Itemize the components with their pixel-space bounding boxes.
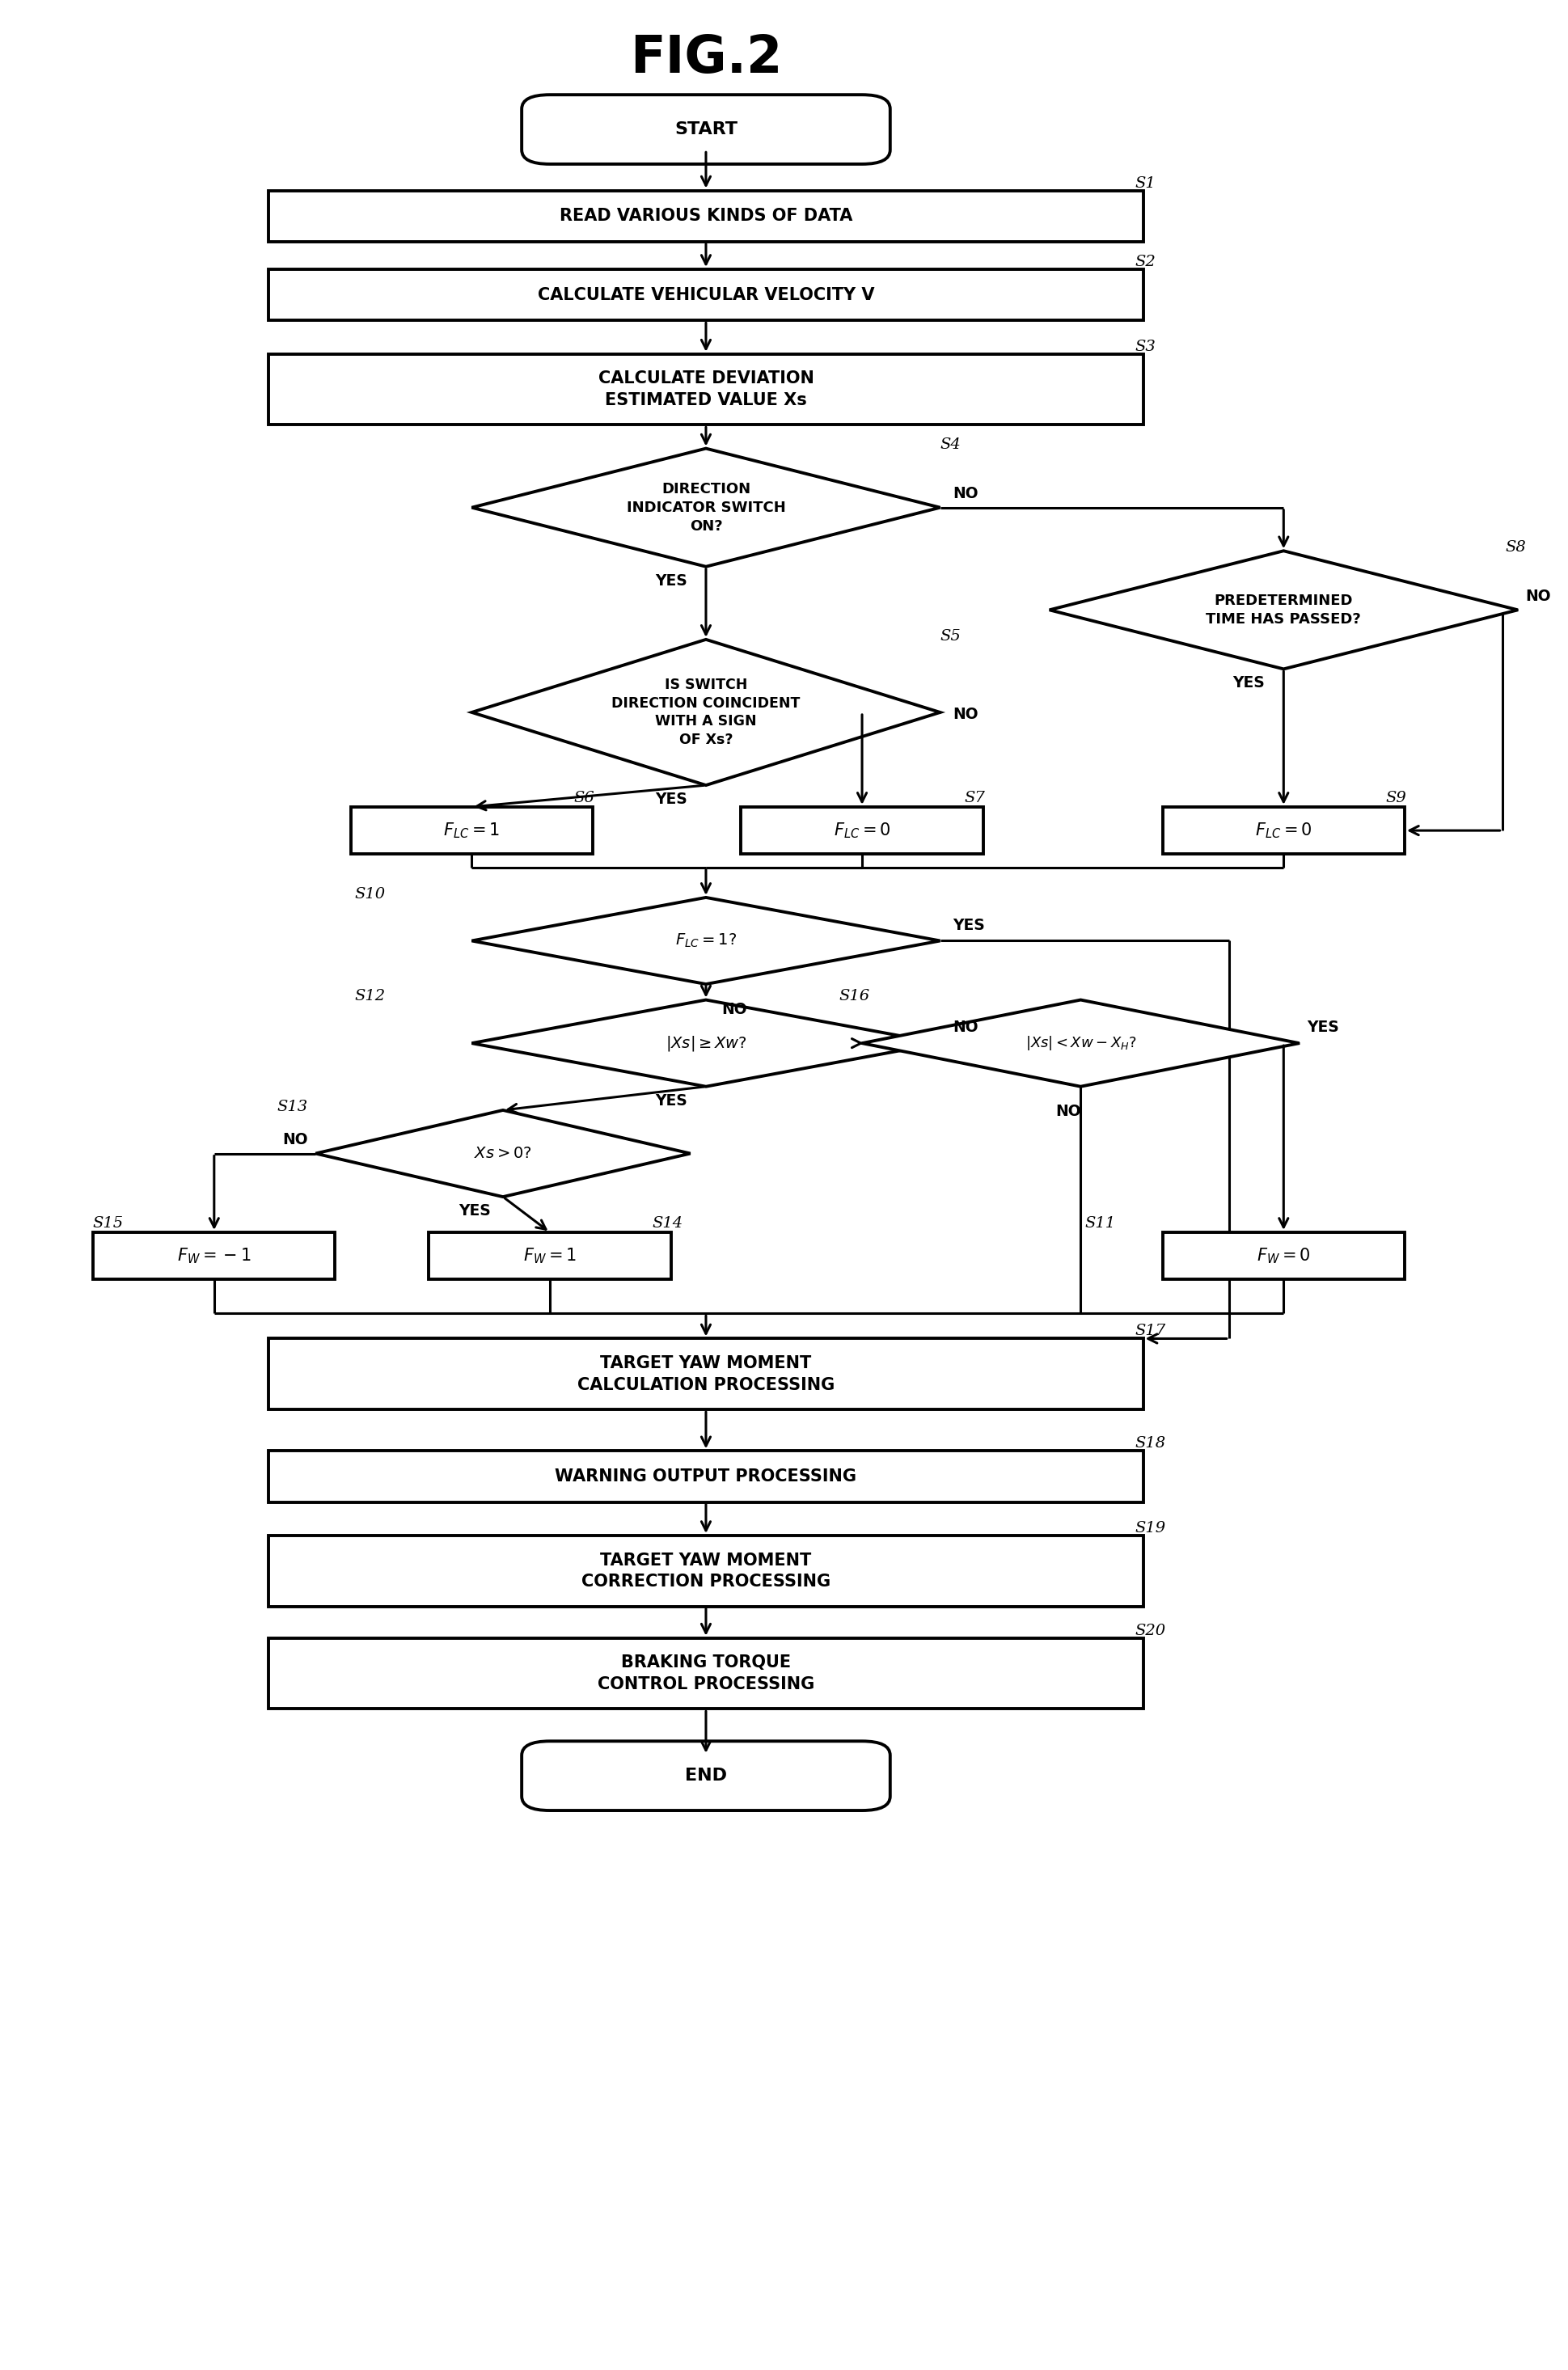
Polygon shape	[1049, 550, 1518, 668]
Text: S8: S8	[1505, 540, 1526, 555]
Text: S3: S3	[1135, 339, 1156, 353]
Bar	[268, 1536, 1143, 1607]
Bar	[268, 1638, 1143, 1709]
Polygon shape	[315, 1109, 690, 1197]
Text: $F_W=-1$: $F_W=-1$	[177, 1247, 251, 1266]
Bar	[268, 353, 1143, 424]
Text: END: END	[685, 1768, 728, 1785]
Text: READ VARIOUS KINDS OF DATA: READ VARIOUS KINDS OF DATA	[560, 209, 853, 225]
Polygon shape	[472, 448, 941, 566]
Text: $F_W=0$: $F_W=0$	[1256, 1247, 1311, 1266]
Text: S4: S4	[941, 438, 961, 453]
Text: IS SWITCH
DIRECTION COINCIDENT
WITH A SIGN
OF Xs?: IS SWITCH DIRECTION COINCIDENT WITH A SI…	[612, 678, 800, 747]
Text: NO: NO	[953, 1019, 978, 1036]
Bar	[268, 1339, 1143, 1410]
Text: S2: S2	[1135, 254, 1156, 270]
Text: $Xs>0?$: $Xs>0?$	[474, 1145, 532, 1161]
Bar	[268, 1450, 1143, 1503]
Text: PREDETERMINED
TIME HAS PASSED?: PREDETERMINED TIME HAS PASSED?	[1206, 592, 1361, 626]
Text: $F_{LC}=0$: $F_{LC}=0$	[1254, 820, 1312, 839]
Text: NO: NO	[282, 1133, 307, 1147]
Text: S17: S17	[1135, 1325, 1167, 1339]
Text: S20: S20	[1135, 1623, 1167, 1638]
Text: $|Xs|\geq Xw?$: $|Xs|\geq Xw?$	[665, 1033, 746, 1052]
Text: WARNING OUTPUT PROCESSING: WARNING OUTPUT PROCESSING	[555, 1469, 856, 1484]
Text: $F_{LC}=1?$: $F_{LC}=1?$	[676, 931, 737, 950]
Bar	[428, 1232, 671, 1280]
Text: YES: YES	[1308, 1019, 1339, 1036]
FancyBboxPatch shape	[522, 1742, 891, 1811]
Bar	[268, 270, 1143, 320]
Text: S12: S12	[354, 988, 386, 1005]
Bar	[1162, 806, 1405, 853]
Text: $F_{LC}=1$: $F_{LC}=1$	[444, 820, 500, 839]
Text: TARGET YAW MOMENT
CORRECTION PROCESSING: TARGET YAW MOMENT CORRECTION PROCESSING	[582, 1552, 831, 1590]
Text: NO: NO	[1526, 588, 1551, 604]
Text: S10: S10	[354, 886, 386, 901]
Bar	[93, 1232, 336, 1280]
Text: S9: S9	[1386, 792, 1406, 806]
Bar	[351, 806, 593, 853]
Text: $F_{LC}=0$: $F_{LC}=0$	[834, 820, 891, 839]
Text: S1: S1	[1135, 175, 1156, 190]
Text: TARGET YAW MOMENT
CALCULATION PROCESSING: TARGET YAW MOMENT CALCULATION PROCESSING	[577, 1356, 834, 1394]
Text: BRAKING TORQUE
CONTROL PROCESSING: BRAKING TORQUE CONTROL PROCESSING	[597, 1654, 814, 1692]
Text: S13: S13	[276, 1100, 307, 1114]
Text: CALCULATE DEVIATION
ESTIMATED VALUE Xs: CALCULATE DEVIATION ESTIMATED VALUE Xs	[597, 370, 814, 408]
Text: S16: S16	[839, 988, 870, 1005]
Text: S14: S14	[652, 1216, 684, 1230]
Text: YES: YES	[655, 574, 687, 588]
Text: S15: S15	[93, 1216, 124, 1230]
Text: S5: S5	[941, 628, 961, 642]
Text: YES: YES	[953, 917, 985, 934]
Text: $|Xs|<Xw-X_H?$: $|Xs|<Xw-X_H?$	[1025, 1033, 1137, 1052]
Text: S19: S19	[1135, 1522, 1167, 1536]
Polygon shape	[862, 1000, 1300, 1085]
Text: YES: YES	[1232, 675, 1265, 690]
Text: S7: S7	[964, 792, 985, 806]
Polygon shape	[472, 1000, 941, 1085]
Bar	[1162, 1232, 1405, 1280]
Text: NO: NO	[953, 486, 978, 500]
Text: $F_W=1$: $F_W=1$	[524, 1247, 577, 1266]
Text: S11: S11	[1085, 1216, 1115, 1230]
Bar	[268, 190, 1143, 242]
Text: S6: S6	[574, 792, 594, 806]
Text: NO: NO	[1055, 1104, 1080, 1119]
Bar	[742, 806, 983, 853]
Text: NO: NO	[953, 706, 978, 723]
Text: FIG.2: FIG.2	[630, 33, 782, 83]
Text: YES: YES	[655, 1093, 687, 1109]
Text: S18: S18	[1135, 1436, 1167, 1450]
Polygon shape	[472, 640, 941, 784]
Text: YES: YES	[458, 1204, 491, 1218]
Text: NO: NO	[721, 1003, 746, 1017]
Text: START: START	[674, 121, 737, 137]
Text: DIRECTION
INDICATOR SWITCH
ON?: DIRECTION INDICATOR SWITCH ON?	[626, 481, 786, 533]
FancyBboxPatch shape	[522, 95, 891, 164]
Text: YES: YES	[655, 792, 687, 806]
Polygon shape	[472, 898, 941, 984]
Text: CALCULATE VEHICULAR VELOCITY V: CALCULATE VEHICULAR VELOCITY V	[538, 287, 875, 303]
